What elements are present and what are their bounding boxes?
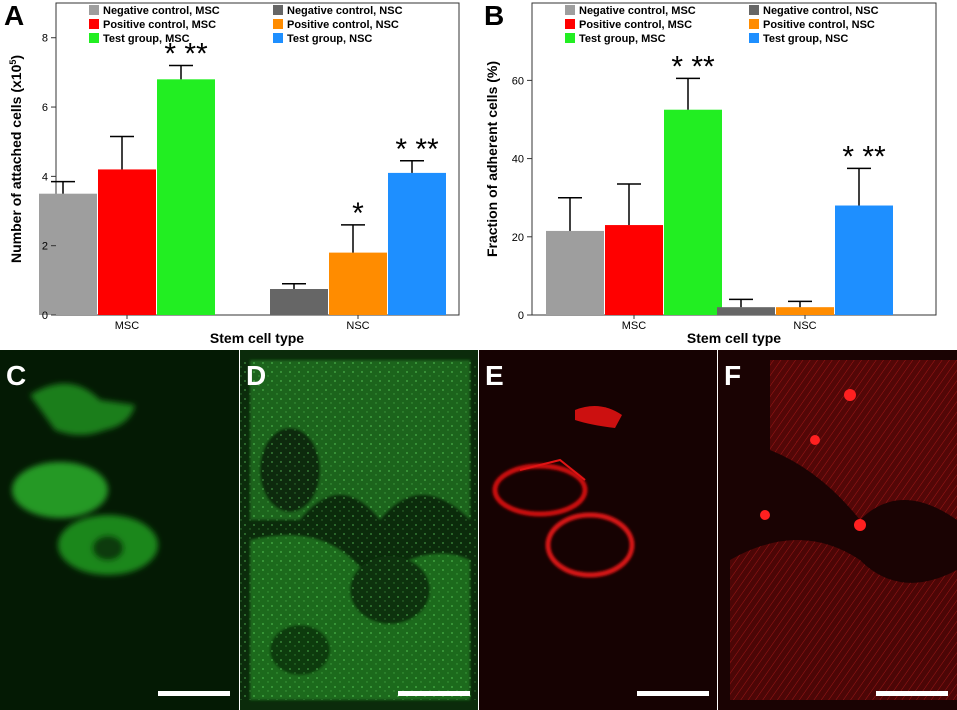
bar xyxy=(98,169,156,315)
panel-letter-d: D xyxy=(246,360,266,391)
legend-label: Test group, MSC xyxy=(579,33,666,45)
legend-swatch xyxy=(89,5,99,15)
legend-label: Positive control, MSC xyxy=(579,19,692,31)
y-axis-ticks-b: 0 20 40 60 xyxy=(512,75,532,322)
bar xyxy=(717,307,775,315)
legend-swatch xyxy=(273,19,283,29)
legend-swatch xyxy=(749,5,759,15)
panel-letter-b: B xyxy=(484,0,504,31)
micrograph-e-background xyxy=(479,350,717,710)
legend-label: Positive control, NSC xyxy=(287,19,399,31)
panel-letter-c: C xyxy=(6,360,26,391)
y-tick-label: 8 xyxy=(42,33,48,45)
legend-swatch xyxy=(565,19,575,29)
micrograph-row: C D E xyxy=(0,350,957,710)
chart-panel-a: A Negative control, MSC Positive control,… xyxy=(4,0,460,346)
x-tick-label: MSC xyxy=(622,320,647,332)
significance-marks-b: * ** * ** xyxy=(671,50,886,173)
significance-label: * ** xyxy=(164,37,208,70)
y-tick-label: 20 xyxy=(512,232,524,244)
y-tick-label: 0 xyxy=(42,310,48,322)
micrograph-e-cells xyxy=(492,406,635,578)
y-tick-label: 40 xyxy=(512,154,524,166)
error-bars-b xyxy=(558,77,871,308)
x-axis-label-a: Stem cell type xyxy=(210,330,304,346)
legend-label: Negative control, NSC xyxy=(763,5,879,17)
x-tick-label: MSC xyxy=(115,320,140,332)
y-tick-label: 2 xyxy=(42,241,48,253)
legend-b: Negative control, MSC Positive control, M… xyxy=(565,5,879,45)
y-tick-label: 0 xyxy=(518,310,524,322)
bar xyxy=(157,79,215,316)
x-axis-ticks-b: MSC NSC xyxy=(622,315,817,332)
legend-swatch xyxy=(749,33,759,43)
legend-label: Negative control, NSC xyxy=(287,5,403,17)
legend-swatch xyxy=(89,19,99,29)
micrograph-c-cells xyxy=(12,383,158,575)
y-tick-label: 60 xyxy=(512,75,524,87)
bar xyxy=(835,205,893,315)
micrograph-d: D xyxy=(240,350,478,710)
legend-swatch xyxy=(273,5,283,15)
legend-swatch xyxy=(749,19,759,29)
panel-letter-e: E xyxy=(485,360,504,391)
legend-label: Test group, NSC xyxy=(763,33,848,45)
legend-label: Positive control, MSC xyxy=(103,19,216,31)
legend-swatch xyxy=(273,33,283,43)
legend-label: Negative control, MSC xyxy=(103,5,220,17)
bar xyxy=(776,307,834,315)
bar xyxy=(39,193,97,315)
scale-bar-d xyxy=(398,691,470,696)
legend-label: Negative control, MSC xyxy=(579,5,696,17)
plot-frame-a xyxy=(55,2,460,316)
bars-a xyxy=(39,79,446,316)
bar xyxy=(270,289,328,315)
chart-panel-b: B Negative control, MSC Positive control,… xyxy=(484,0,937,346)
legend-label: Positive control, NSC xyxy=(763,19,875,31)
significance-marks-a: * ** * * ** xyxy=(164,37,439,229)
scale-bar-f xyxy=(876,691,948,696)
micrograph-e: E xyxy=(479,350,717,710)
significance-label: * ** xyxy=(671,50,715,83)
micrograph-f: F xyxy=(718,350,957,710)
bars-b xyxy=(546,109,893,315)
bar xyxy=(546,230,604,315)
panel-letter-a: A xyxy=(4,0,24,31)
bar xyxy=(388,172,446,315)
y-tick-label: 4 xyxy=(42,171,48,183)
legend-swatch xyxy=(565,33,575,43)
scale-bar-e xyxy=(637,691,709,696)
y-axis-label-b: Fraction of adherent cells (%) xyxy=(484,61,500,257)
bar xyxy=(664,109,722,315)
legend-swatch xyxy=(89,33,99,43)
legend-swatch xyxy=(565,5,575,15)
x-tick-label: NSC xyxy=(793,320,816,332)
legend-label: Test group, NSC xyxy=(287,33,372,45)
y-tick-label: 6 xyxy=(42,102,48,114)
y-axis-label-a: Number of attached cells (x105) xyxy=(8,55,24,263)
bar xyxy=(329,252,387,315)
significance-label: * ** xyxy=(842,140,886,173)
error-bars-a xyxy=(51,64,424,290)
micrograph-f-cells xyxy=(730,360,957,700)
x-axis-label-b: Stem cell type xyxy=(687,330,781,346)
micrograph-c: C xyxy=(0,350,239,710)
x-axis-ticks-a: MSC NSC xyxy=(115,315,370,332)
bar xyxy=(605,225,663,315)
legend-label: Test group, MSC xyxy=(103,33,190,45)
significance-label: * ** xyxy=(395,133,439,166)
scale-bar-c xyxy=(158,691,230,696)
legend-a: Negative control, MSC Positive control, M… xyxy=(89,5,403,45)
y-axis-ticks-a: 0 2 4 6 8 xyxy=(42,33,56,322)
x-tick-label: NSC xyxy=(346,320,369,332)
panel-letter-f: F xyxy=(724,360,741,391)
significance-label: * xyxy=(352,197,364,230)
